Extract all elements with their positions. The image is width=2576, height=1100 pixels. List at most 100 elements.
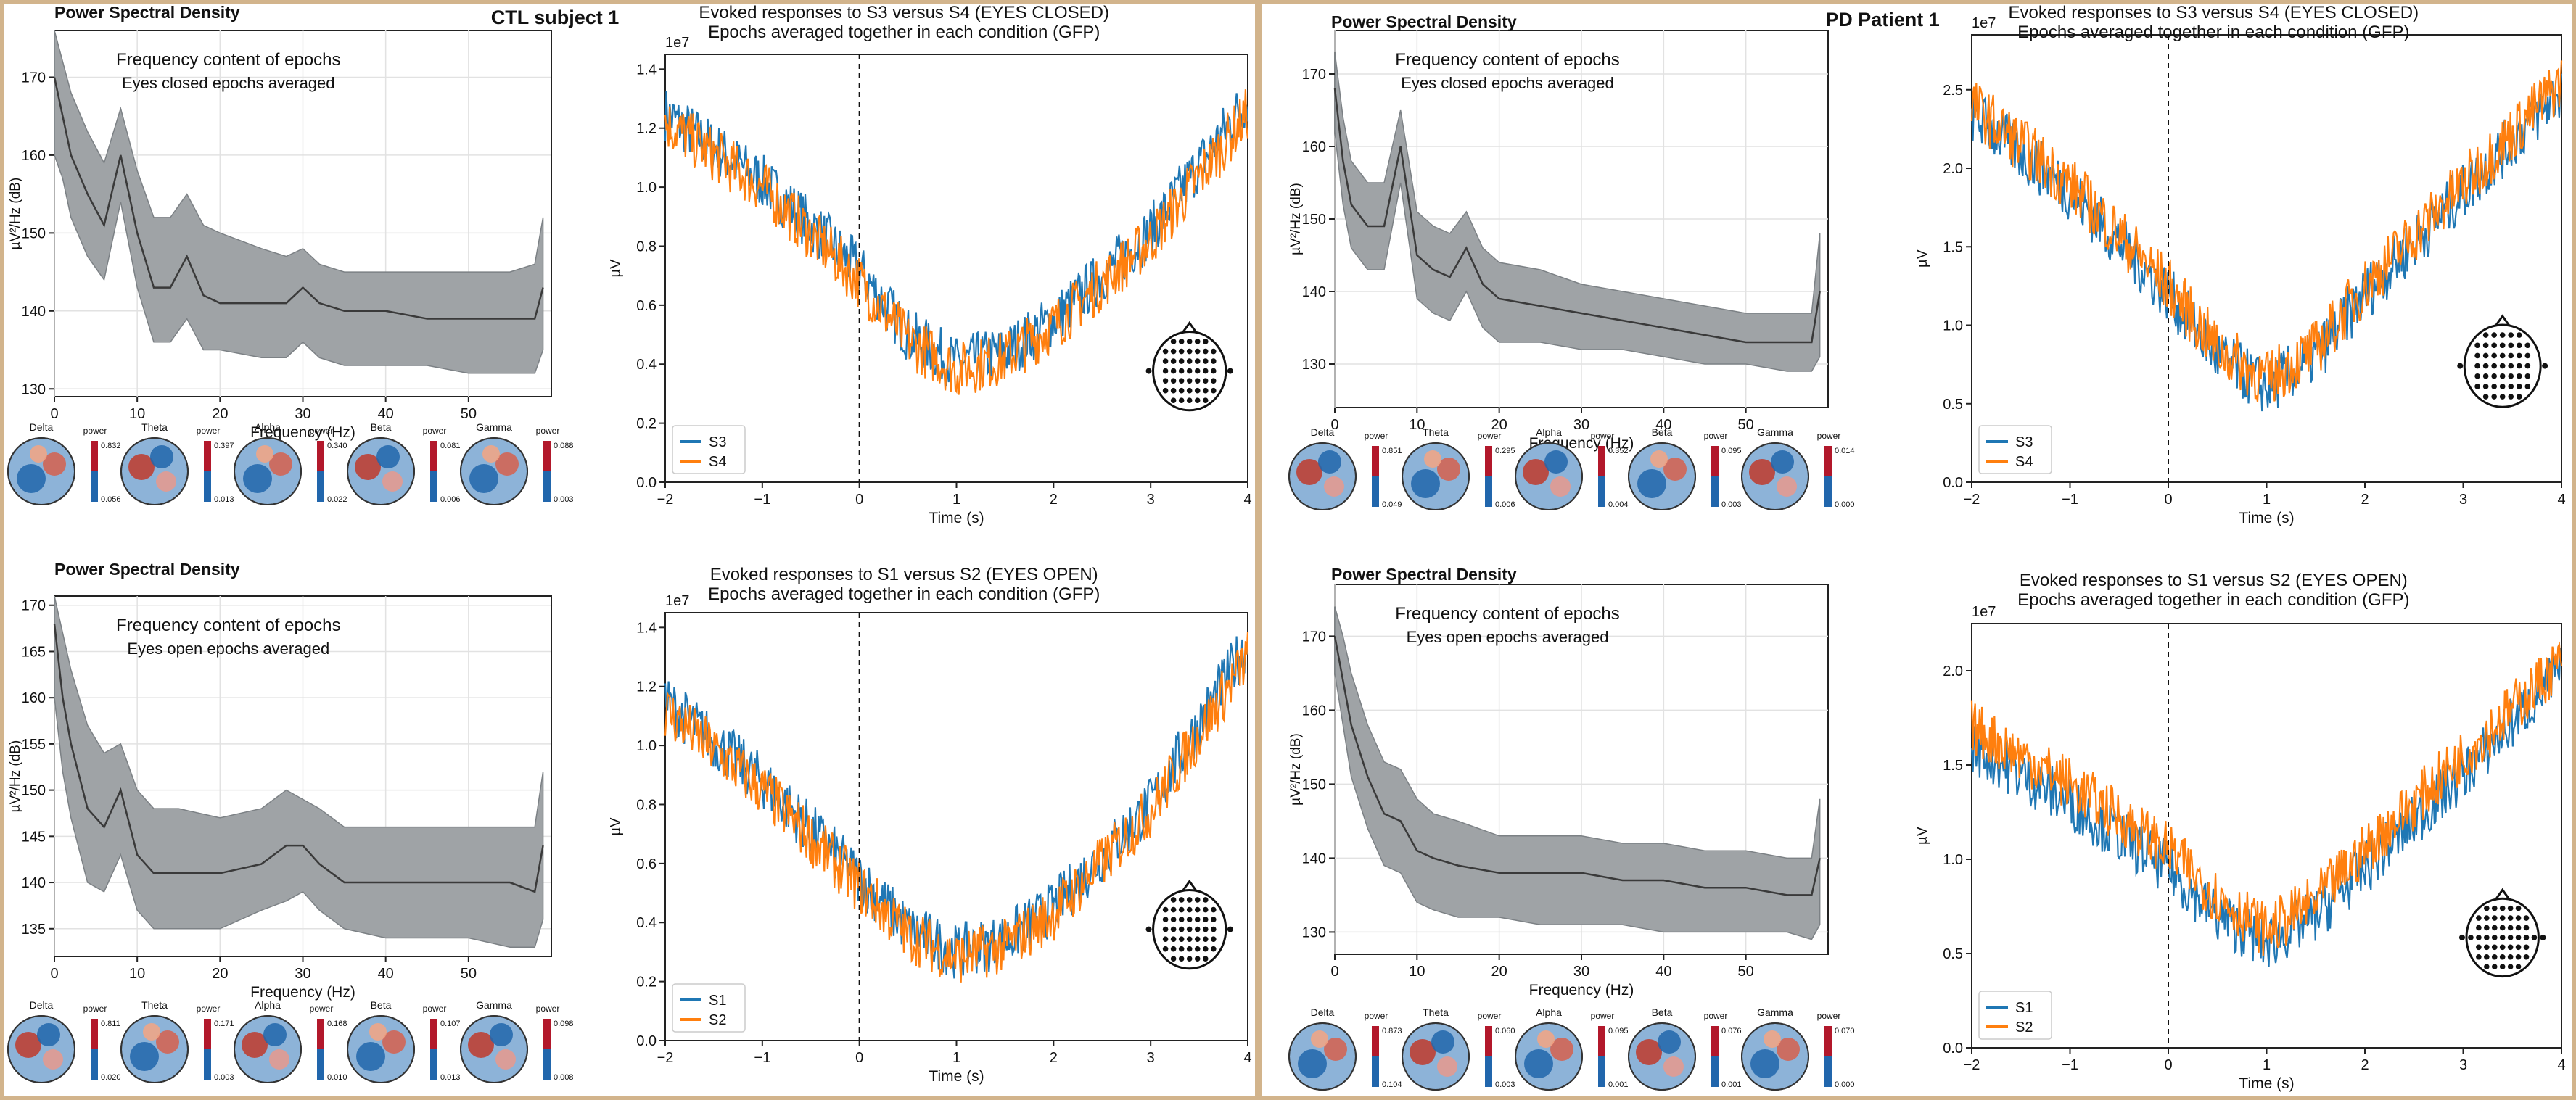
sensor-layout-nose (1181, 321, 1198, 334)
sensor-dot (2491, 352, 2497, 359)
sensor-dot (1194, 378, 1201, 384)
x-tick-label: 20 (212, 966, 228, 982)
topomap-band-label: Alpha (255, 421, 281, 433)
series-line-S2 (664, 632, 1249, 983)
colorbar-lower (1598, 1056, 1605, 1087)
sensor-dot (1170, 387, 1177, 394)
psd-mean-line (1333, 636, 1821, 896)
topomap-activity-blob (1764, 1030, 1781, 1048)
topomap-band-label: Beta (371, 999, 392, 1011)
topomap-activity-blob (128, 454, 155, 480)
sensor-dot (1186, 387, 1193, 394)
colorbar-max-label: 0.107 (440, 1020, 461, 1028)
sensor-dot (1186, 397, 1193, 404)
colorbar-upper (1598, 1026, 1605, 1056)
topomap-activity-blob (156, 471, 176, 492)
psd-confidence-band (1334, 606, 1821, 940)
evoked-title-line2: Epochs averaged together in each conditi… (708, 22, 1100, 42)
sensor-dot (1178, 397, 1185, 404)
topomap-activity-blob (1650, 450, 1668, 468)
sensor-dot (1186, 906, 1193, 913)
y-tick-label: 0.5 (1943, 397, 1963, 413)
y-tick-label: 0.4 (636, 357, 657, 373)
sensor-dot (2515, 915, 2522, 921)
topomap-activity-blob (1771, 450, 1794, 474)
colorbar-max-label: 0.088 (554, 442, 574, 450)
y-tick-label: 170 (22, 598, 46, 614)
y-tick-label: 145 (22, 829, 46, 845)
colorbar-max-label: 0.873 (1382, 1027, 1402, 1035)
sensor-dot (2482, 352, 2489, 359)
sensor-dot (2484, 905, 2490, 911)
topomap-band-label: Delta (1311, 1006, 1335, 1018)
sensor-dot (2476, 915, 2482, 921)
x-tick-label: −1 (754, 492, 770, 508)
topomap-activity-blob (495, 1049, 516, 1070)
sensor-dot (1178, 917, 1185, 922)
sensor-dot (1170, 956, 1177, 962)
y-tick-label: 2.0 (1943, 663, 1963, 679)
sensor-dot (2523, 935, 2530, 940)
topomap-band-label: Delta (30, 421, 54, 433)
sensor-dot (1186, 378, 1193, 384)
sensor-dot (1194, 917, 1201, 922)
topomap-activity-blob (1663, 1056, 1684, 1077)
sensor-dot (1170, 368, 1177, 374)
topomap-activity-blob (30, 445, 47, 463)
y-tick-label: 2.5 (1943, 83, 1963, 99)
sensor-dot (1202, 387, 1209, 394)
colorbar-min-label: 0.056 (101, 495, 121, 504)
topomap-activity-blob (355, 454, 381, 480)
colorbar-min-label: 0.013 (214, 495, 234, 504)
x-tick-label: 1 (2263, 1057, 2271, 1073)
sensor-dot (1202, 906, 1209, 913)
sensor-dot (1170, 897, 1177, 903)
topomap-band-label: Delta (1311, 426, 1335, 438)
sensor-dot (1186, 348, 1193, 355)
topomap-band-label: Theta (1423, 426, 1449, 438)
colorbar-title: power (423, 426, 447, 436)
psd-confidence-band (1334, 51, 1821, 372)
colorbar-title: power (536, 426, 560, 436)
x-tick-label: 40 (378, 966, 394, 982)
sensor-dot (1178, 387, 1185, 394)
sensor-dot (2491, 394, 2497, 400)
sensor-dot (2542, 363, 2548, 369)
legend-label: S1 (709, 993, 726, 1009)
topomap-activity-blob (256, 445, 273, 463)
y-tick-label: 170 (1302, 67, 1326, 83)
x-tick-label: −1 (2062, 1057, 2078, 1073)
topomap-outline (1402, 442, 1470, 510)
x-tick-label: 30 (295, 966, 310, 982)
colorbar-upper (317, 441, 324, 471)
sensor-dot (1162, 368, 1169, 374)
series-line-S3 (664, 91, 1249, 387)
colorbar-upper (1824, 1026, 1832, 1056)
topomap-activity-blob (1550, 1038, 1573, 1061)
sensor-dot (1202, 348, 1209, 355)
y-tick-label: 150 (1302, 212, 1326, 228)
evoked-axes-frame (664, 54, 1248, 483)
colorbar-upper (430, 441, 437, 471)
sensor-dot (2474, 342, 2480, 349)
colorbar-max-label: 0.098 (554, 1020, 574, 1028)
topomap-outline (1515, 1022, 1583, 1091)
x-axis-label: Frequency (Hz) (250, 984, 355, 1001)
axis-scale-multiplier: 1e7 (665, 35, 689, 51)
y-tick-label: 1.0 (1943, 852, 1963, 868)
sensor-dot (1202, 339, 1209, 344)
topomap-activity-blob (1550, 476, 1571, 497)
colorbar-upper (91, 1019, 98, 1049)
y-tick-label: 130 (22, 381, 46, 397)
topomap-activity-blob (1296, 459, 1322, 485)
sensor-dot (2499, 332, 2506, 338)
topomap-band-label: Alpha (1536, 1006, 1562, 1018)
topomap-activity-blob (468, 1032, 494, 1058)
topomap-outline (1288, 442, 1357, 510)
colorbar-min-label: 0.104 (1382, 1080, 1402, 1089)
sensor-dot (1170, 926, 1177, 932)
x-tick-label: 10 (1409, 964, 1425, 980)
x-tick-label: −2 (657, 1050, 674, 1066)
x-tick-label: 0 (1330, 964, 1338, 980)
y-tick-label: 2.0 (1943, 161, 1963, 177)
